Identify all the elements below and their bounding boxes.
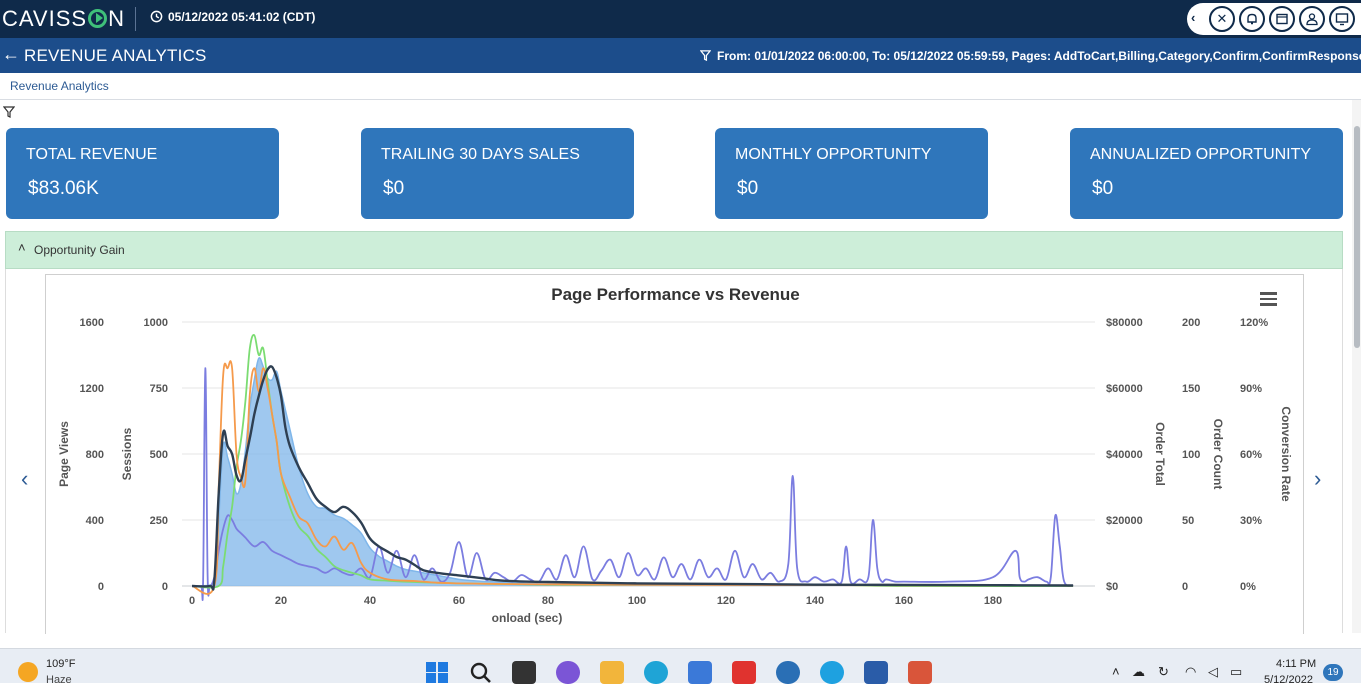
microsoft-store-icon[interactable]	[688, 661, 712, 684]
kpi-card-annualized-opportunity: ANNUALIZED OPPORTUNITY $0	[1070, 128, 1343, 219]
kpi-card-title: TOTAL REVENUE	[26, 146, 158, 163]
logo-play-icon	[88, 9, 108, 28]
volume-icon[interactable]: ◁	[1208, 664, 1218, 679]
battery-icon[interactable]: ▭	[1230, 664, 1243, 679]
task-view-icon[interactable]	[512, 661, 536, 684]
notification-badge[interactable]: 19	[1323, 664, 1343, 681]
taskbar-date[interactable]: 5/12/2022	[1264, 674, 1313, 686]
filter-toggle-icon[interactable]	[3, 106, 15, 118]
clock-icon	[150, 10, 163, 23]
wifi-icon[interactable]: ◠	[1185, 664, 1197, 679]
filter-icon	[699, 50, 712, 62]
datetime-label: 05/12/2022 05:41:02 (CDT)	[168, 10, 316, 24]
opportunity-gain-panel-header[interactable]: ˄ Opportunity Gain	[5, 231, 1343, 269]
chart-prev-arrow-icon[interactable]: ‹	[21, 466, 29, 491]
user-icon[interactable]	[1299, 6, 1325, 32]
chart-next-arrow-icon[interactable]: ›	[1314, 466, 1322, 491]
file-explorer-icon[interactable]	[600, 661, 624, 684]
bell-icon[interactable]	[1239, 6, 1265, 32]
windows-taskbar: 109°F Haze ˄ ☁ ↻ ◠ ◁ ▭ 4:11 PM 5/12/2022…	[0, 648, 1361, 686]
cavisson-logo: CAVISS N	[2, 6, 125, 31]
app-globe-icon[interactable]	[776, 661, 800, 684]
header-divider	[135, 7, 136, 31]
word-icon[interactable]	[864, 661, 888, 684]
chevron-left-icon[interactable]: ‹	[1191, 10, 1196, 25]
taskbar-time[interactable]: 4:11 PM	[1276, 658, 1317, 670]
breadcrumb: Revenue Analytics	[0, 73, 1361, 100]
chart-container: Page Performance vs Revenue	[45, 274, 1304, 634]
kpi-card-monthly-opportunity: MONTHLY OPPORTUNITY $0	[715, 128, 988, 219]
kpi-card-value: $0	[737, 178, 759, 199]
search-icon[interactable]	[469, 661, 493, 684]
kpi-card-title: MONTHLY OPPORTUNITY	[735, 146, 932, 163]
skype-icon[interactable]	[820, 661, 844, 684]
sync-icon[interactable]: ↻	[1158, 664, 1169, 679]
page-scrollbar-thumb[interactable]	[1354, 126, 1360, 348]
edge-browser-icon[interactable]	[644, 661, 668, 684]
header-icon-tray: ‹ ✕	[1187, 3, 1361, 35]
page-header-bar: ← REVENUE ANALYTICS From: 01/01/2022 06:…	[0, 38, 1361, 73]
applied-filter-summary[interactable]: From: 01/01/2022 06:00:00, To: 05/12/202…	[699, 49, 1361, 63]
kpi-card-value: $0	[1092, 178, 1114, 199]
kpi-card-title: ANNUALIZED OPPORTUNITY	[1090, 146, 1312, 163]
collapse-chevron-icon[interactable]: ˄	[18, 240, 26, 255]
kpi-card-total-revenue: TOTAL REVENUE $83.06K	[6, 128, 279, 219]
server-clock: 05/12/2022 05:41:02 (CDT)	[150, 10, 315, 24]
teams-chat-icon[interactable]	[556, 661, 580, 684]
chart-title: Page Performance vs Revenue	[551, 285, 800, 304]
top-bar: CAVISS N 05/12/2022 05:41:02 (CDT) ‹ ✕	[0, 0, 1361, 38]
monitor-icon[interactable]	[1329, 6, 1355, 32]
weather-temp[interactable]: 109°F	[46, 658, 76, 670]
panel-title: Opportunity Gain	[34, 243, 125, 257]
back-arrow-icon[interactable]: ←	[2, 44, 20, 64]
kpi-card-title: TRAILING 30 DAYS SALES	[381, 146, 580, 163]
weather-haze-icon[interactable]	[18, 662, 38, 682]
tools-icon[interactable]: ✕	[1209, 6, 1235, 32]
filter-text: From: 01/01/2022 06:00:00, To: 05/12/202…	[717, 49, 1361, 63]
snipping-tool-icon[interactable]	[908, 661, 932, 684]
wps-office-icon[interactable]	[732, 661, 756, 684]
windows-start-icon[interactable]	[425, 661, 449, 684]
onedrive-cloud-icon[interactable]: ☁	[1132, 664, 1145, 679]
breadcrumb-item[interactable]: Revenue Analytics	[10, 79, 109, 93]
kpi-card-value: $0	[383, 178, 405, 199]
kpi-card-value: $83.06K	[28, 178, 99, 199]
page-title: REVENUE ANALYTICS	[24, 46, 207, 65]
tray-chevron-up-icon[interactable]: ˄	[1112, 664, 1120, 679]
opportunity-gain-panel-body	[5, 269, 1343, 633]
kpi-card-trailing-30-days-sales: TRAILING 30 DAYS SALES $0	[361, 128, 634, 219]
weather-desc[interactable]: Haze	[46, 674, 72, 686]
page-scrollbar-track[interactable]	[1352, 100, 1361, 633]
chart-menu-icon[interactable]	[1260, 292, 1277, 306]
window-icon[interactable]	[1269, 6, 1295, 32]
